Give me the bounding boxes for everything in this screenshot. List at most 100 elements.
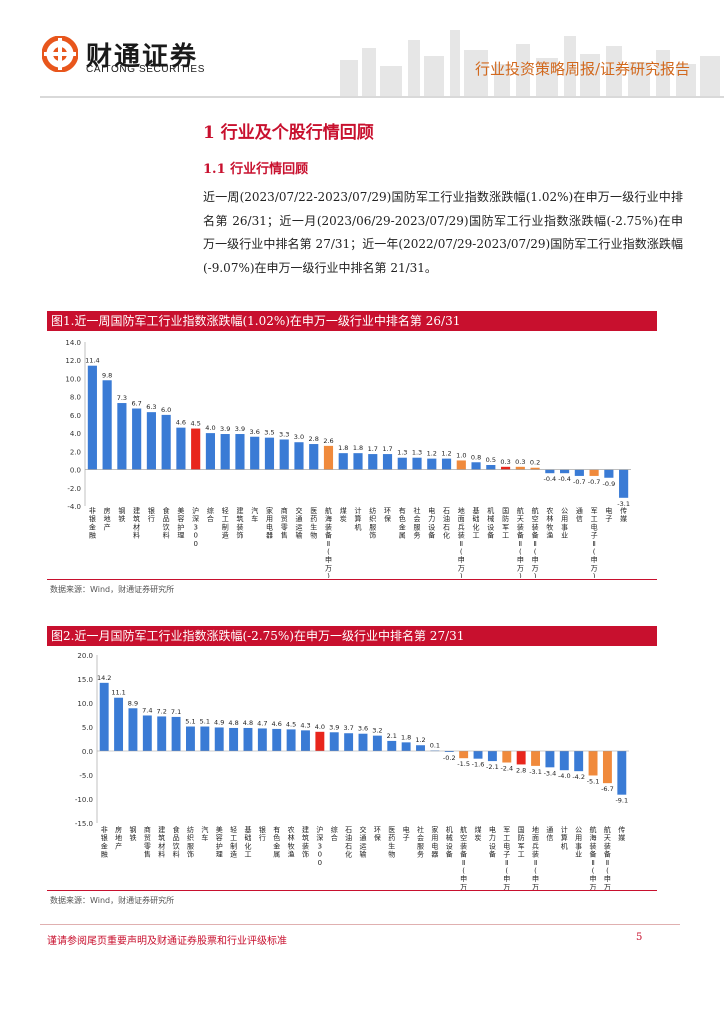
bar-32 bbox=[560, 469, 570, 474]
category-label-3: 商贸零售 bbox=[144, 825, 151, 859]
category-label-34: 军工电子 Ⅱ (申万) bbox=[591, 507, 598, 578]
bar-10 bbox=[235, 434, 245, 470]
bar-19 bbox=[368, 454, 378, 470]
category-label-17: 煤炭 bbox=[340, 506, 347, 523]
bar-8 bbox=[214, 727, 224, 751]
header-divider bbox=[40, 96, 724, 98]
bar-19 bbox=[372, 735, 382, 751]
data-label-28: 0.3 bbox=[500, 458, 510, 466]
data-label-19: 1.7 bbox=[368, 445, 378, 453]
bar-3 bbox=[142, 715, 152, 751]
data-label-0: 11.4 bbox=[85, 357, 99, 365]
y-tick-label-0: 20.0 bbox=[77, 652, 93, 660]
bar-7 bbox=[200, 726, 210, 751]
figure2-bar-chart: 20.0 15.0 10.0 5.0 0.0 -5.0 -10.0 -15.0 14.2 非银金融… bbox=[75, 652, 629, 890]
data-label-36: -3.1 bbox=[617, 500, 630, 508]
bar-5 bbox=[161, 414, 171, 470]
data-label-11: 4.7 bbox=[257, 719, 267, 727]
figure2-bottom-rule bbox=[47, 890, 657, 891]
bar-32 bbox=[559, 751, 569, 771]
bar-15 bbox=[315, 731, 325, 751]
data-label-15: 4.0 bbox=[315, 723, 325, 731]
bar-34 bbox=[588, 751, 598, 776]
category-label-7: 沪深 3 0 0 bbox=[192, 506, 199, 548]
category-label-6: 纺织服饰 bbox=[187, 825, 194, 859]
data-label-20: 1.7 bbox=[382, 445, 392, 453]
category-label-24: 机械设备 bbox=[446, 825, 453, 859]
figure2-source: 数据来源：Wind，财通证券研究所 bbox=[50, 896, 175, 905]
data-label-31: -0.4 bbox=[543, 475, 556, 483]
data-label-19: 3.2 bbox=[372, 727, 382, 735]
y-tick-label-2: 10.0 bbox=[77, 700, 93, 708]
data-label-7: 5.1 bbox=[200, 718, 210, 726]
bar-20 bbox=[387, 740, 397, 751]
logo-chinese-name: 财通证券 bbox=[86, 42, 199, 72]
y-tick-label-7: 0.0 bbox=[70, 467, 81, 475]
category-label-14: 建筑装饰 bbox=[302, 825, 309, 859]
y-tick-label-8: -2.0 bbox=[67, 485, 81, 493]
bar-29 bbox=[516, 751, 526, 765]
figure1-caption: 图1.近一周国防军工行业指数涨跌幅(1.02%)在申万一级行业中排名第 26/3… bbox=[47, 311, 657, 331]
data-label-10: 4.8 bbox=[243, 719, 253, 727]
bar-25 bbox=[456, 460, 466, 470]
caitong-logo-icon bbox=[42, 36, 78, 72]
figure2-caption: 图2.近一月国防军工行业指数涨跌幅(-2.75%)在申万一级行业中排名第 27/… bbox=[47, 626, 657, 646]
data-label-29: 0.3 bbox=[515, 458, 525, 466]
bar-13 bbox=[286, 729, 296, 751]
data-label-25: 1.0 bbox=[456, 451, 466, 459]
data-label-33: -0.7 bbox=[573, 478, 586, 486]
bar-31 bbox=[545, 469, 555, 474]
category-label-36: 传媒 bbox=[618, 825, 625, 842]
category-label-24: 石油石化 bbox=[443, 507, 450, 540]
category-label-4: 银行 bbox=[148, 506, 155, 523]
bar-2 bbox=[117, 403, 127, 470]
category-label-23: 家用电器 bbox=[431, 825, 438, 859]
figure1-bar-chart: 14.0 12.0 10.0 8.0 6.0 4.0 2.0 0.0 -2.0 -4.0 11.4 非… bbox=[65, 339, 631, 578]
category-label-31: 农林牧渔 bbox=[546, 506, 553, 540]
data-label-30: -3.1 bbox=[529, 768, 542, 776]
category-label-32: 计算机 bbox=[561, 825, 568, 850]
bar-8 bbox=[205, 433, 216, 470]
bar-22 bbox=[416, 745, 425, 751]
bar-24 bbox=[441, 458, 452, 470]
data-label-25: -1.5 bbox=[457, 760, 470, 768]
data-label-16: 3.9 bbox=[329, 723, 339, 731]
bar-0 bbox=[99, 682, 109, 751]
category-label-30: 航空装备 Ⅱ (申万) bbox=[532, 506, 539, 578]
category-label-19: 纺织服饰 bbox=[369, 506, 376, 540]
data-label-10: 3.9 bbox=[235, 425, 245, 433]
bar-4 bbox=[146, 412, 156, 470]
data-label-7: 4.5 bbox=[191, 420, 201, 428]
bar-1 bbox=[102, 380, 112, 470]
y-tick-label-5: -5.0 bbox=[79, 772, 93, 780]
category-label-18: 计算机 bbox=[355, 506, 362, 531]
data-label-14: 4.3 bbox=[300, 721, 310, 729]
bar-11 bbox=[257, 728, 267, 751]
disclaimer-note: 谨请参阅尾页重要声明及财通证券股票和行业评级标准 bbox=[47, 936, 287, 947]
data-label-26: -1.6 bbox=[472, 761, 485, 769]
category-label-27: 电力设备 bbox=[489, 825, 496, 859]
data-label-27: -2.1 bbox=[486, 763, 499, 771]
summary-paragraph: 近一周(2023/07/22-2023/07/29)国防军工行业指数涨跌幅(1.… bbox=[203, 190, 683, 275]
figure1-source: 数据来源：Wind，财通证券研究所 bbox=[50, 585, 175, 594]
bar-18 bbox=[353, 453, 363, 470]
bar-30 bbox=[530, 467, 540, 470]
data-label-31: -3.4 bbox=[544, 769, 557, 777]
category-label-26: 煤炭 bbox=[475, 825, 482, 842]
data-label-12: 3.5 bbox=[264, 429, 274, 437]
data-label-13: 3.3 bbox=[279, 430, 289, 438]
y-tick-label-1: 15.0 bbox=[77, 676, 93, 684]
data-label-34: -0.7 bbox=[588, 478, 601, 486]
category-label-16: 航海装备 Ⅱ (申万) bbox=[325, 506, 332, 578]
y-tick-label-2: 10.0 bbox=[65, 375, 81, 383]
data-label-23: 0.1 bbox=[430, 742, 440, 750]
y-tick-label-6: 2.0 bbox=[70, 448, 81, 456]
category-label-25: 地面兵装 Ⅱ (申万) bbox=[458, 506, 465, 578]
y-tick-label-1: 12.0 bbox=[65, 357, 81, 365]
category-label-15: 沪深 3 0 0 bbox=[316, 825, 323, 867]
data-label-3: 6.7 bbox=[131, 400, 141, 408]
data-label-6: 5.1 bbox=[185, 718, 195, 726]
